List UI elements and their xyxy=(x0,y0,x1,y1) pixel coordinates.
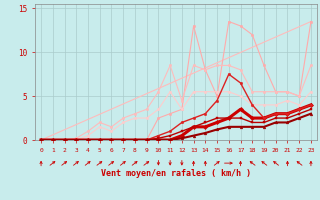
X-axis label: Vent moyen/en rafales ( km/h ): Vent moyen/en rafales ( km/h ) xyxy=(101,169,251,178)
